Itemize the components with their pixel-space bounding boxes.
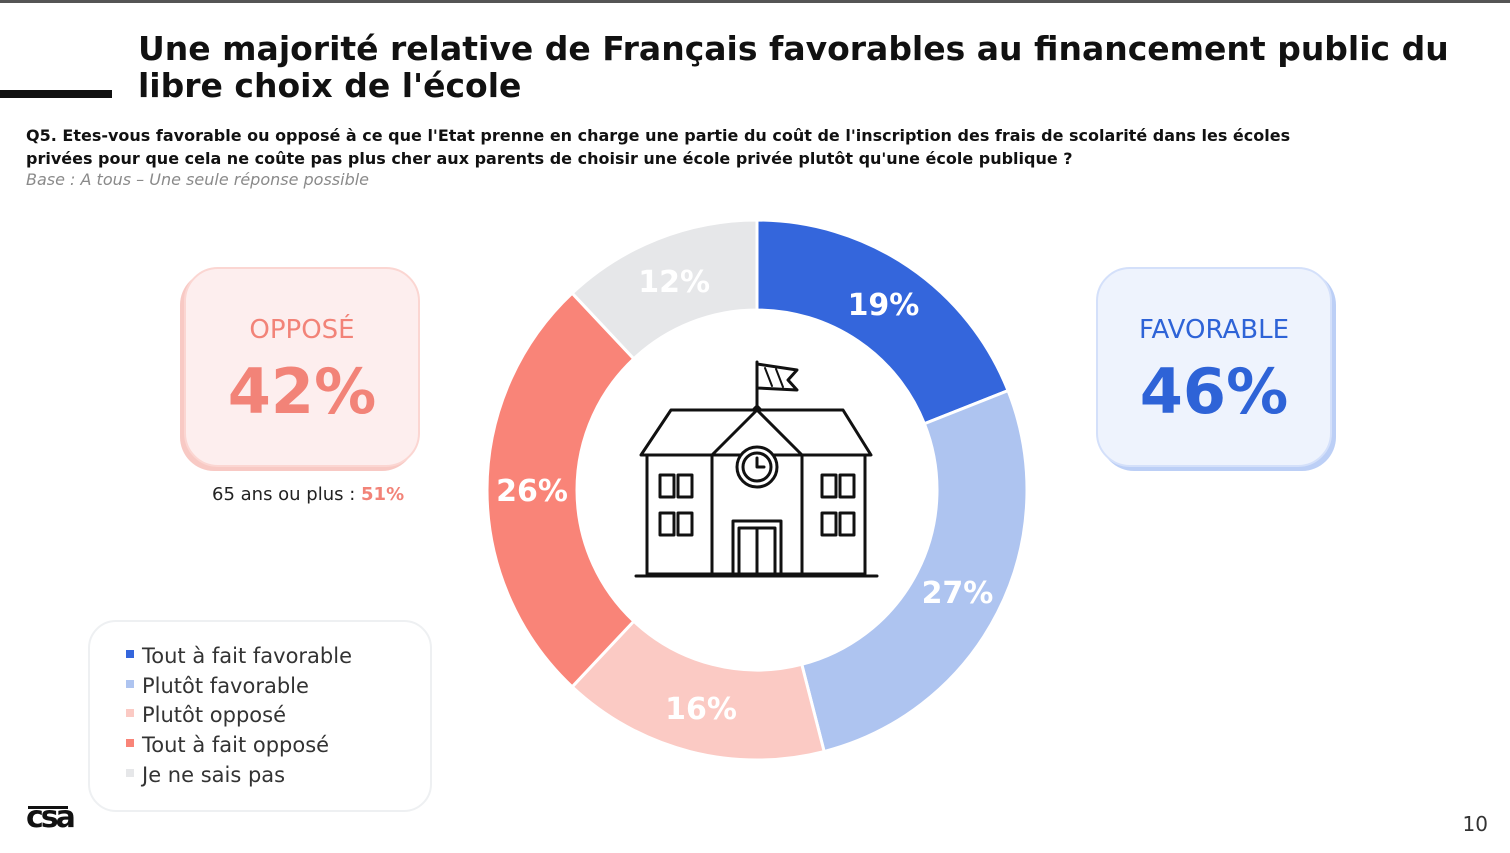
base-note: Base : A tous – Une seule réponse possib… <box>26 170 370 189</box>
oppose-value: 42% <box>227 355 377 428</box>
school-building-icon <box>634 360 879 578</box>
legend-label: Plutôt favorable <box>142 674 309 698</box>
legend-item: Je ne sais pas <box>126 763 285 787</box>
favorable-label: FAVORABLE <box>1138 315 1290 345</box>
page-number: 10 <box>1462 812 1488 836</box>
legend-item: Tout à fait favorable <box>126 644 352 668</box>
csa-logo: csa <box>26 800 76 835</box>
legend-label: Plutôt opposé <box>142 703 287 727</box>
legend-swatch <box>126 680 134 688</box>
title-accent-bar <box>0 90 112 98</box>
slice-value-label: 12% <box>638 265 710 300</box>
legend-item: Tout à fait opposé <box>126 733 329 757</box>
logo-rule <box>28 806 68 809</box>
legend-label: Tout à fait opposé <box>142 733 330 757</box>
legend-swatch <box>126 769 134 777</box>
slice-value-label: 27% <box>922 576 994 611</box>
favorable-summary-box: FAVORABLE 46% <box>1096 267 1332 467</box>
age-sub-stat: 65 ans ou plus : 51% <box>212 484 404 505</box>
donut-slice <box>799 388 1029 754</box>
donut-slice <box>485 291 636 689</box>
favorable-value: 46% <box>1139 355 1289 428</box>
oppose-summary-box: OPPOSÉ 42% <box>184 267 420 467</box>
legend-item: Plutôt opposé <box>126 703 286 727</box>
age-sub-stat-value: 51% <box>361 484 405 505</box>
survey-question: Q5. Etes-vous favorable ou opposé à ce q… <box>26 126 1291 168</box>
slice-value-label: 19% <box>848 288 920 323</box>
slice-value-label: 16% <box>665 692 737 727</box>
slide-title: Une majorité relative de Français favora… <box>138 29 1449 105</box>
legend-item: Plutôt favorable <box>126 674 309 698</box>
age-sub-stat-label: 65 ans ou plus : <box>212 484 362 505</box>
legend-swatch <box>126 739 134 747</box>
donut-slice <box>570 218 759 361</box>
top-rule <box>0 0 1510 3</box>
oppose-label: OPPOSÉ <box>249 315 355 345</box>
legend-swatch <box>126 709 134 717</box>
legend-swatch <box>126 650 134 658</box>
legend-label: Je ne sais pas <box>142 763 286 787</box>
chart-legend: Tout à fait favorable Plutôt favorable P… <box>88 620 432 812</box>
slice-value-label: 26% <box>496 474 568 509</box>
legend-label: Tout à fait favorable <box>142 644 352 668</box>
